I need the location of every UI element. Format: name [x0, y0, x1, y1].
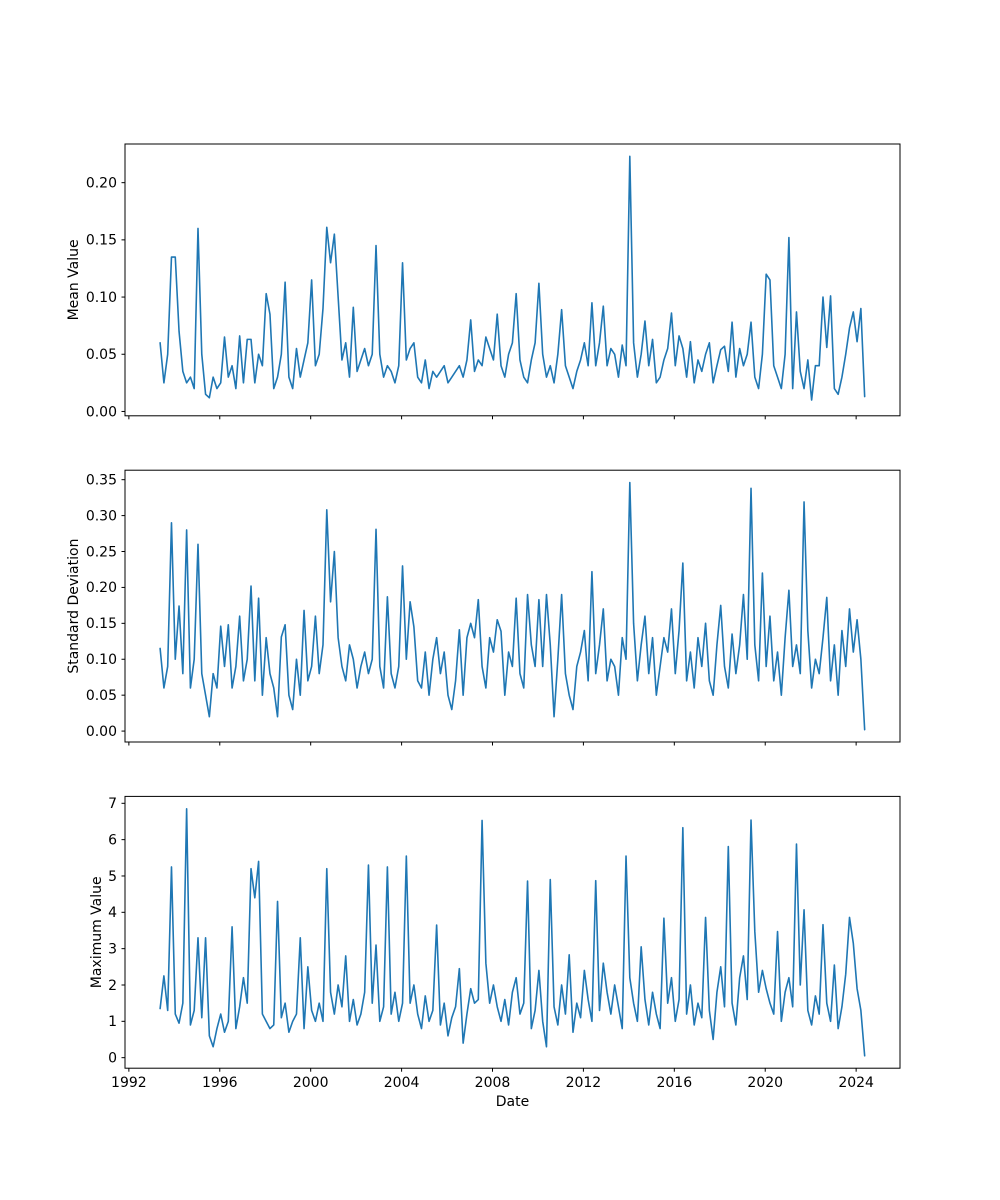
subplot-2: 0.00 0.05 0.10 0.15 0.20 0.25 0.30 0.35 Standard…: [66, 469, 901, 746]
subplot-2-y-tick-label: 0.00: [86, 724, 117, 740]
subplot-1-axes-frame: [124, 143, 901, 417]
subplot-1-y-tick-label: 0.05: [86, 347, 117, 363]
subplot-1-y-tick-label: 0.00: [86, 404, 117, 420]
subplot-3-y-axis-label: Maximum Value: [89, 876, 105, 988]
subplot-1-y-tick-label: 0.15: [86, 233, 117, 249]
subplot-3-x-tick-label: 1996: [202, 1075, 238, 1091]
subplot-3-y-tick-label: 5: [108, 869, 117, 885]
subplot-3-axes-frame: [124, 795, 901, 1069]
subplot-3-x-tick-label: 2004: [384, 1075, 420, 1091]
subplot-2-y-tick-label: 0.15: [86, 616, 117, 632]
subplot-3-x-tick-label: 2020: [747, 1075, 783, 1091]
subplot-3-x-tick-label: 2016: [656, 1075, 692, 1091]
subplot-1-y-axis-label: Mean Value: [66, 239, 82, 320]
subplot-2-y-tick-label: 0.05: [86, 688, 117, 704]
subplot-3-y-tick-label: 6: [108, 832, 117, 848]
subplot-1-y-tick-label: 0.10: [86, 290, 117, 306]
subplot-3-data-line: [159, 807, 866, 1057]
subplot-3-y-tick-label: 1: [108, 1014, 117, 1030]
subplot-2-axes-frame: [124, 469, 901, 743]
subplot-2-data-line: [159, 481, 866, 731]
subplot-3-x-tick-label: 2008: [475, 1075, 511, 1091]
subplot-1-y-tick-label: 0.20: [86, 175, 117, 191]
subplot-2-y-tick-label: 0.25: [86, 544, 117, 560]
subplot-3-x-tick-label: 2024: [838, 1075, 874, 1091]
subplot-3-x-tick-label: 2012: [566, 1075, 602, 1091]
subplot-3-x-tick-label: 2000: [293, 1075, 329, 1091]
subplot-2-y-tick-label: 0.20: [86, 580, 117, 596]
subplot-2-y-tick-label: 0.10: [86, 652, 117, 668]
subplot-3-y-tick-label: 7: [108, 796, 117, 812]
subplot-3-x-axis-label: Date: [496, 1094, 529, 1110]
subplot-3-y-tick-label: 2: [108, 978, 117, 994]
subplot-1-data-line: [159, 155, 866, 401]
subplot-1: 0.00 0.05 0.10 0.15 0.20 Mean Value: [66, 143, 901, 420]
subplot-3-y-tick-label: 4: [108, 905, 117, 921]
subplot-2-y-tick-label: 0.35: [86, 472, 117, 488]
subplot-3-y-tick-label: 3: [108, 941, 117, 957]
subplot-2-y-tick-label: 0.30: [86, 508, 117, 524]
subplot-3-y-tick-label: 0: [108, 1050, 117, 1066]
subplot-2-y-axis-label: Standard Deviation: [66, 539, 82, 674]
subplot-3-x-tick-label: 1992: [111, 1075, 147, 1091]
subplot-3: 0 1 2 3 4 5 6 7 1992 1996 2000 2004 2008 2012 2016 2020…: [89, 795, 901, 1110]
